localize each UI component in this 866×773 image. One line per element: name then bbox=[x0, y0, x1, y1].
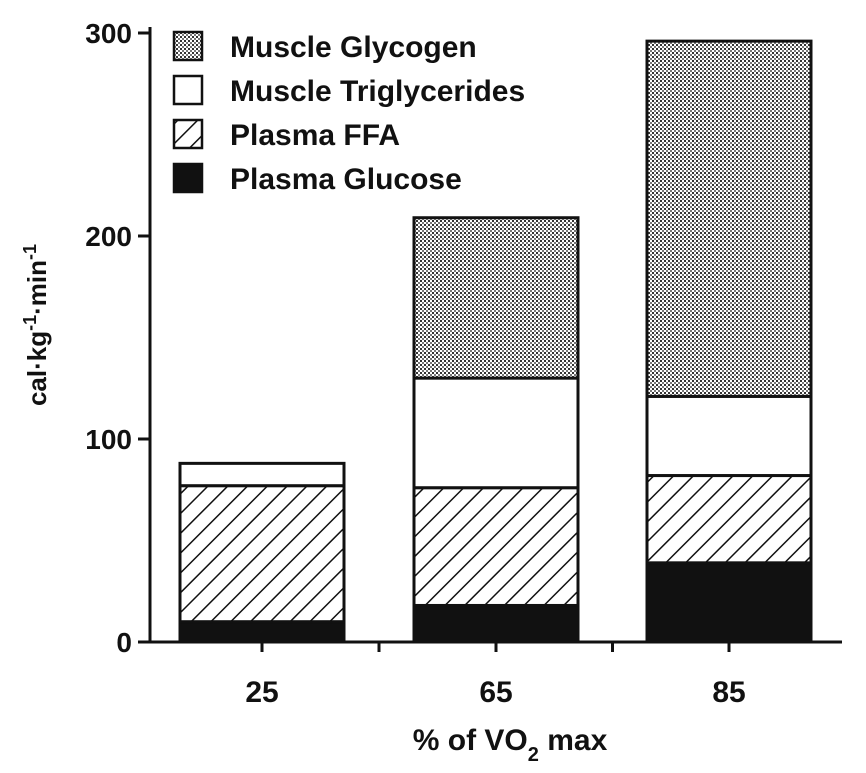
legend-swatch-muscle-glycogen bbox=[172, 30, 204, 62]
bar-65-plasma-ffa bbox=[412, 486, 580, 607]
legend-label-plasma-ffa: Plasma FFA bbox=[230, 119, 400, 152]
legend-label-muscle-triglycerides: Muscle Triglycerides bbox=[230, 75, 525, 108]
y-axis-label: cal·kg-1·min-1 bbox=[20, 244, 52, 406]
bar-85-muscle-glycogen bbox=[645, 39, 813, 398]
bar-65-muscle-glycogen bbox=[412, 216, 580, 380]
x-tick-label-85: 85 bbox=[712, 676, 745, 709]
y-tick-label-0: 0 bbox=[116, 627, 132, 658]
bar-65-plasma-glucose bbox=[412, 603, 580, 644]
y-tick-labels: 0 100 200 300 bbox=[85, 18, 132, 658]
bar-25-plasma-glucose bbox=[178, 620, 346, 644]
x-axis-label: % of VO2 max bbox=[413, 724, 608, 766]
legend-swatch-muscle-triglycerides bbox=[172, 74, 204, 106]
y-tick-label-200: 200 bbox=[85, 221, 132, 252]
bar-65-muscle-triglycerides bbox=[412, 376, 580, 490]
bar-85-plasma-glucose bbox=[645, 561, 813, 644]
x-tick-label-25: 25 bbox=[245, 676, 278, 709]
bar-25-muscle-triglycerides bbox=[178, 461, 346, 488]
bar-85-plasma-ffa bbox=[645, 474, 813, 565]
x-tick-labels: 25 65 85 bbox=[245, 676, 745, 709]
bars bbox=[178, 39, 813, 644]
legend-label-muscle-glycogen: Muscle Glycogen bbox=[230, 31, 477, 64]
legend-label-plasma-glucose: Plasma Glucose bbox=[230, 163, 462, 196]
x-tick-label-65: 65 bbox=[479, 676, 512, 709]
bar-85-muscle-triglycerides bbox=[645, 394, 813, 478]
legend-swatch-plasma-glucose bbox=[172, 162, 204, 194]
y-tick-label-300: 300 bbox=[85, 18, 132, 49]
y-tick-label-100: 100 bbox=[85, 424, 132, 455]
bar-25-plasma-ffa bbox=[178, 484, 346, 624]
legend-swatch-plasma-ffa bbox=[172, 118, 204, 150]
legend: Muscle Glycogen Muscle Triglycerides Plasm… bbox=[172, 30, 525, 196]
